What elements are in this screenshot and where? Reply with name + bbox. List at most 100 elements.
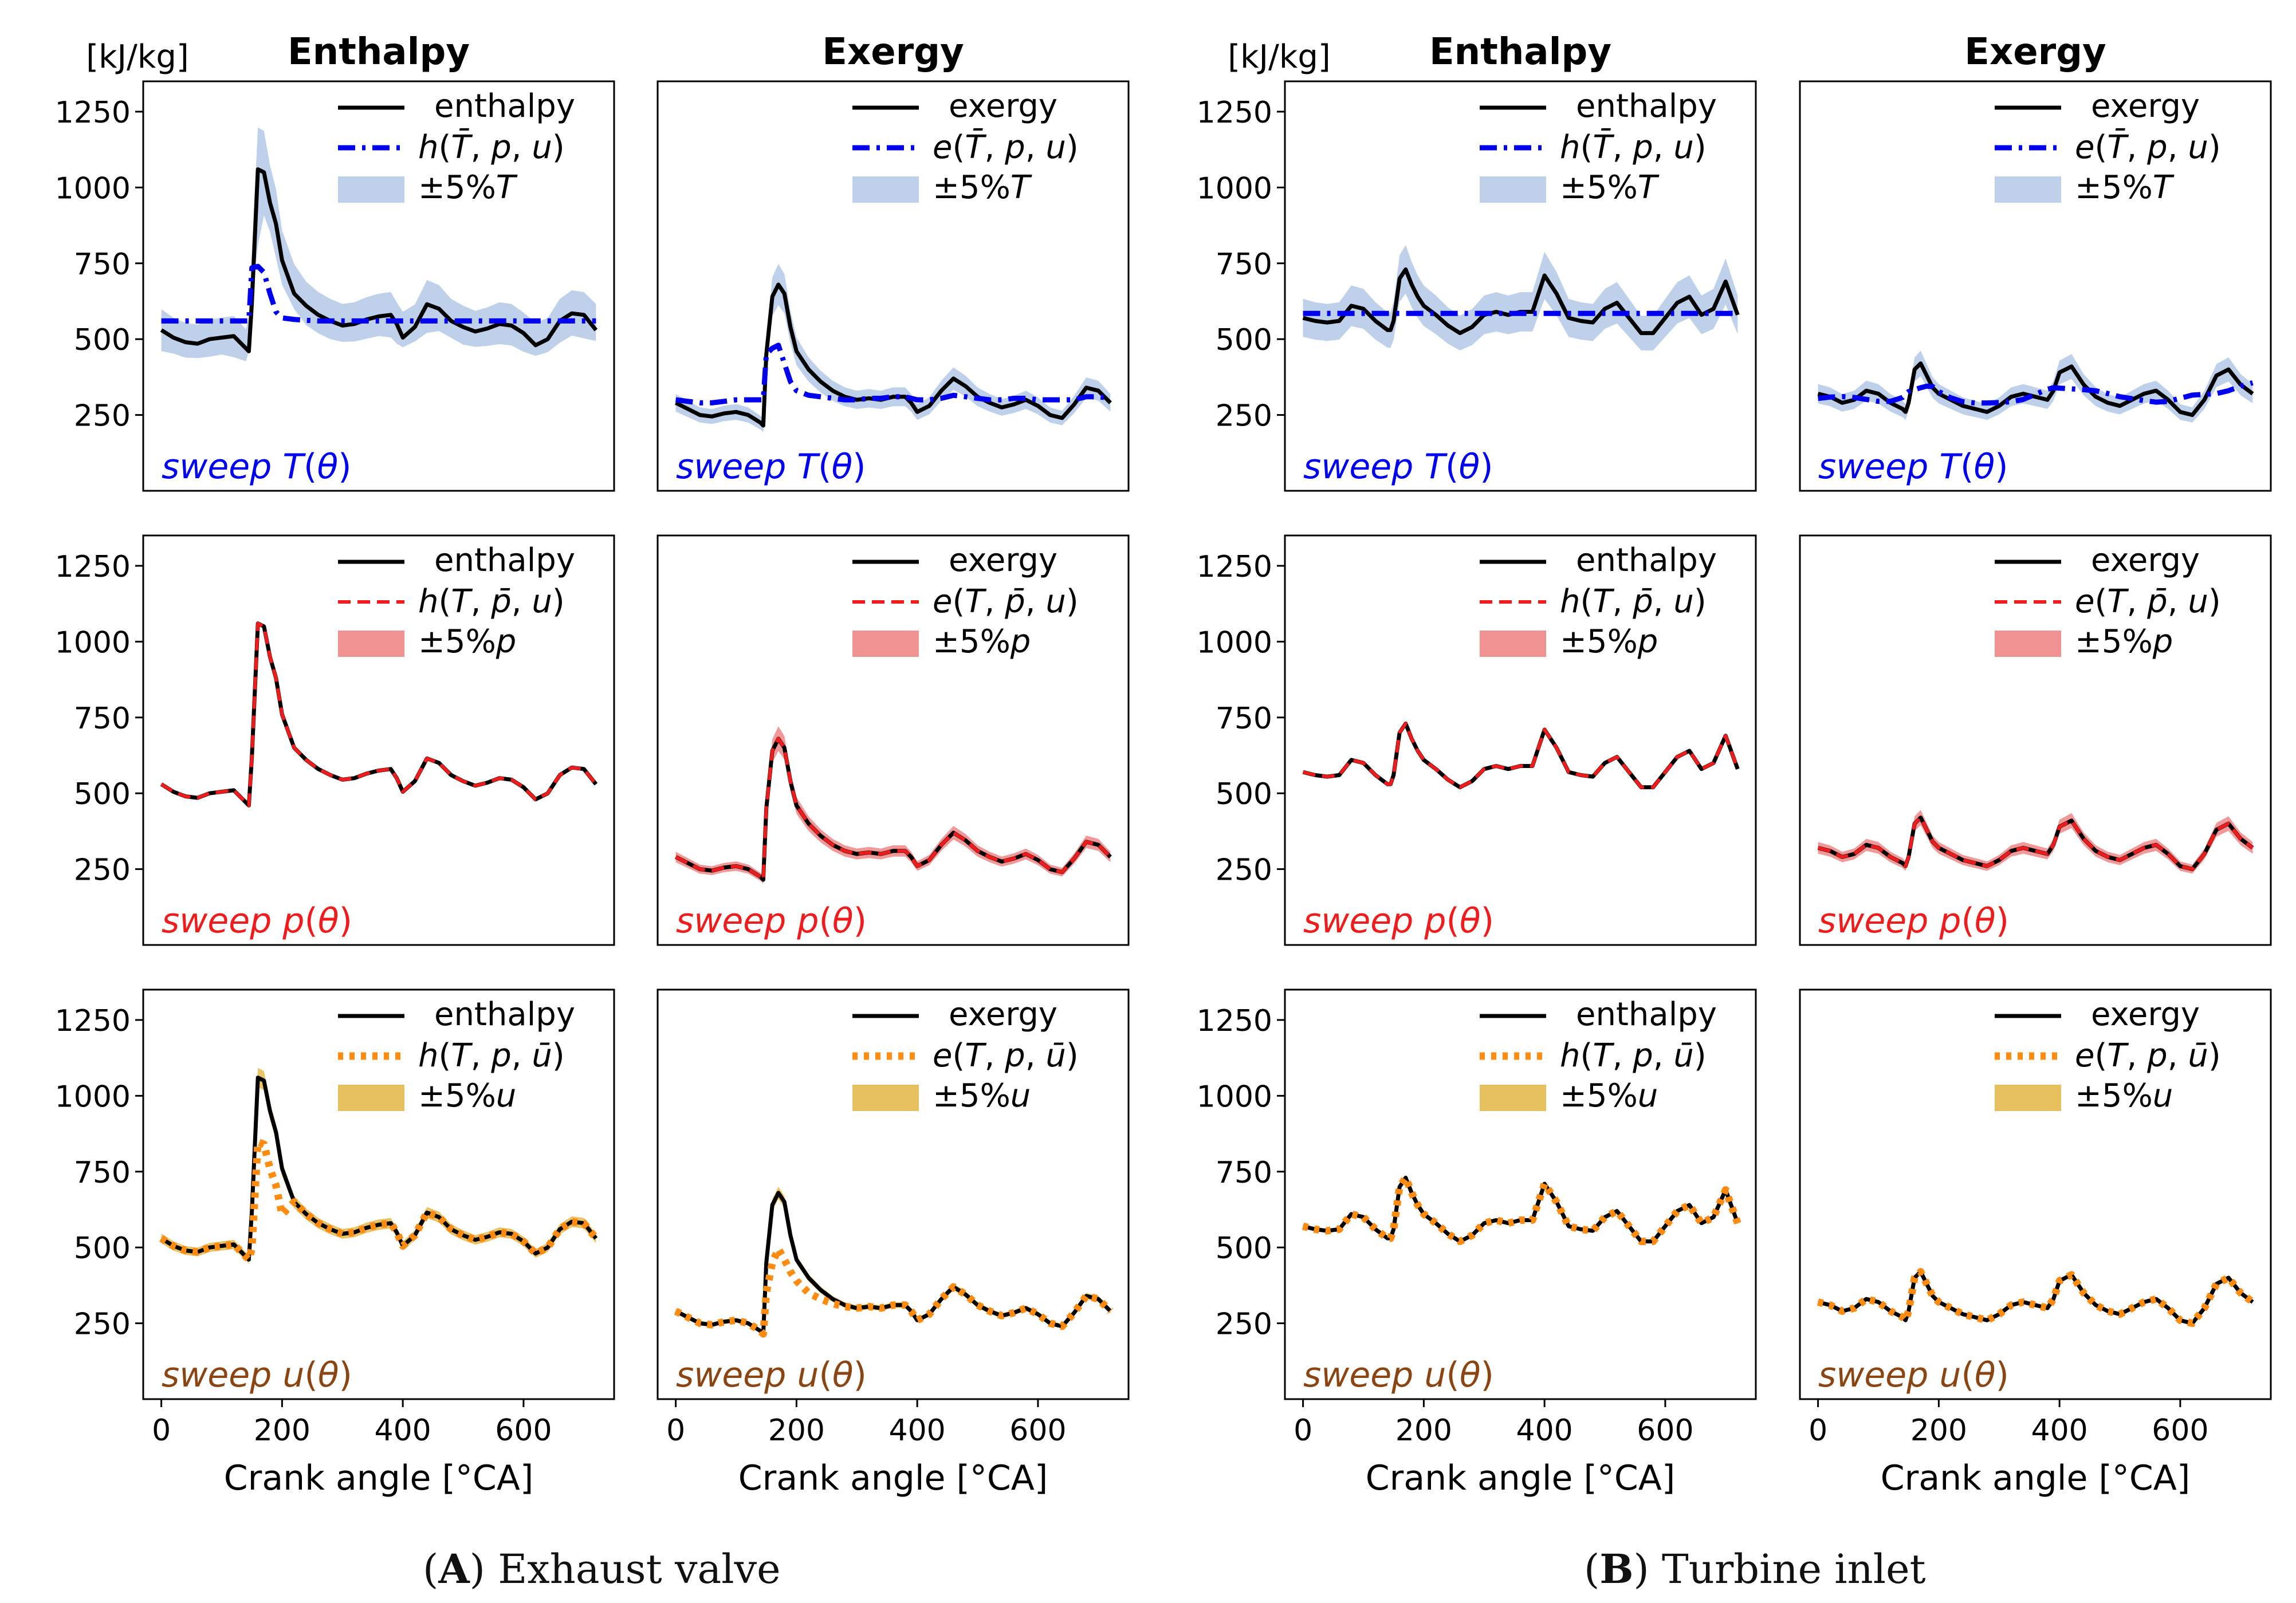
- legend-band-swatch: [852, 1085, 919, 1111]
- unit-label: [kJ/kg]: [86, 38, 188, 76]
- x-axis-label: Crank angle [°CA]: [738, 1458, 1048, 1498]
- legend-band-swatch: [338, 1085, 404, 1111]
- actual-series-line: [675, 1191, 1112, 1336]
- axes-frame: [656, 80, 1130, 492]
- column-title-2: Enthalpy: [1429, 31, 1611, 73]
- reference-series-line: [159, 1138, 599, 1263]
- reference-series-line: [161, 263, 596, 324]
- x-axis-label: Crank angle [°CA]: [1366, 1458, 1675, 1498]
- legend-reference-label: h(T̄, p, u): [1560, 129, 1707, 166]
- y-tick-label: 750: [74, 702, 131, 736]
- uncertainty-band: [1818, 350, 2253, 423]
- sweep-label: sweep T(θ): [1303, 447, 1493, 487]
- reference-series-line: [1302, 1173, 1741, 1246]
- column-title-0: Enthalpy: [288, 31, 470, 73]
- axes-frame: [142, 988, 615, 1400]
- x-axis-label: Crank angle [°CA]: [1881, 1458, 2190, 1498]
- sweep-label: sweep u(θ): [162, 1355, 352, 1395]
- axes-frame: [142, 534, 615, 946]
- caption-b: (B) Turbine inlet: [1584, 1545, 1926, 1593]
- legend-band-label: ±5%T: [418, 169, 518, 206]
- reference-series-line: [675, 342, 1111, 405]
- legend-band-label: ±5%p: [418, 623, 516, 660]
- y-tick-label: 500: [1216, 777, 1272, 812]
- legend-reference-label: e(T, p̄, u): [2075, 583, 2221, 620]
- axes-frame: [1799, 988, 2272, 1400]
- actual-series-line: [675, 736, 1112, 882]
- legend-reference-label: h(T, p, ū): [1560, 1037, 1707, 1074]
- y-tick-label: 500: [74, 777, 131, 812]
- x-tick-label: 0: [1809, 1413, 1827, 1448]
- legend-actual-label: enthalpy: [1576, 996, 1717, 1033]
- y-tick-label: 1000: [55, 1080, 131, 1114]
- sweep-label: sweep p(θ): [1303, 901, 1494, 941]
- legend-band-label: ±5%T: [933, 169, 1032, 206]
- x-tick-label: 0: [666, 1413, 685, 1448]
- legend-band-swatch: [1995, 1085, 2061, 1111]
- uncertainty-band: [161, 127, 596, 361]
- uncertainty-band: [1303, 722, 1738, 788]
- y-tick-label: 1250: [55, 1004, 131, 1038]
- y-tick-label: 1000: [55, 171, 131, 206]
- actual-series-line: [1817, 1270, 2254, 1326]
- legend-reference-label: e(T, p, ū): [933, 1037, 1079, 1074]
- y-tick-label: 250: [74, 853, 131, 888]
- sweep-label: sweep u(θ): [1818, 1355, 2009, 1395]
- legend-reference-label: h(T, p̄, u): [418, 583, 565, 620]
- uncertainty-band: [675, 726, 1111, 884]
- y-tick-label: 750: [1216, 1156, 1272, 1190]
- legend-reference-label: e(T̄, p, u): [2075, 129, 2221, 166]
- uncertainty-band: [1303, 1175, 1738, 1243]
- axes-frame: [1284, 988, 1757, 1400]
- reference-series-line: [1302, 722, 1740, 789]
- uncertainty-band: [1303, 245, 1738, 350]
- y-tick-label: 250: [1216, 1307, 1272, 1342]
- sweep-label: sweep p(θ): [1818, 901, 2009, 941]
- legend-reference-label: h(T, p, ū): [418, 1037, 565, 1074]
- uncertainty-band: [675, 263, 1111, 432]
- unit-label: [kJ/kg]: [1228, 38, 1330, 76]
- y-tick-label: 500: [74, 323, 131, 357]
- legend-band-label: ±5%u: [1560, 1077, 1658, 1114]
- legend-actual-label: enthalpy: [1576, 542, 1717, 579]
- legend-reference-label: e(T, p, ū): [2075, 1037, 2221, 1074]
- y-tick-label: 1000: [1197, 625, 1272, 660]
- axes-frame: [656, 534, 1130, 946]
- legend-band-label: ±5%u: [418, 1077, 516, 1114]
- x-tick-label: 200: [1910, 1413, 1967, 1448]
- y-tick-label: 750: [74, 247, 131, 282]
- y-tick-label: 250: [74, 1307, 131, 1342]
- sweep-label: sweep p(θ): [676, 901, 867, 941]
- axes-frame: [1284, 534, 1757, 946]
- x-tick-label: 600: [1009, 1413, 1066, 1448]
- y-tick-label: 750: [74, 1156, 131, 1190]
- legend-actual-label: exergy: [949, 542, 1057, 579]
- legend-band-label: ±5%p: [933, 623, 1031, 660]
- x-tick-label: 400: [889, 1413, 946, 1448]
- y-tick-label: 250: [1216, 853, 1272, 888]
- legend-band-label: ±5%u: [933, 1077, 1031, 1114]
- actual-series-line: [1817, 361, 2254, 418]
- legend-reference-label: e(T̄, p, u): [933, 129, 1079, 166]
- axes-frame: [142, 80, 615, 492]
- legend-actual-label: exergy: [2091, 542, 2200, 579]
- y-tick-label: 750: [1216, 247, 1272, 282]
- column-title-1: Exergy: [822, 31, 964, 73]
- legend-actual-label: enthalpy: [1576, 88, 1717, 125]
- legend-band-swatch: [338, 176, 404, 203]
- reference-series-line: [1817, 816, 2254, 871]
- legend-actual-label: exergy: [949, 996, 1057, 1033]
- legend-actual-label: enthalpy: [434, 996, 575, 1033]
- legend-actual-label: exergy: [2091, 88, 2200, 125]
- legend-band-swatch: [1480, 1085, 1546, 1111]
- x-tick-label: 0: [152, 1413, 171, 1448]
- y-tick-label: 1250: [55, 550, 131, 584]
- y-tick-label: 500: [1216, 323, 1272, 357]
- sweep-label: sweep u(θ): [676, 1355, 867, 1395]
- y-tick-label: 500: [74, 1231, 131, 1266]
- actual-series-line: [1302, 1175, 1740, 1244]
- y-tick-label: 250: [1216, 399, 1272, 434]
- uncertainty-band: [1818, 1270, 2253, 1324]
- x-tick-label: 600: [1637, 1413, 1693, 1448]
- y-tick-label: 1000: [1197, 171, 1272, 206]
